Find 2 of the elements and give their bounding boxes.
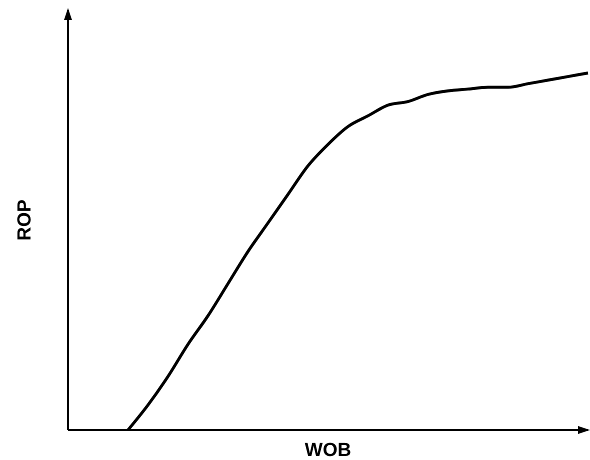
x-axis-title: WOB	[304, 440, 352, 460]
y-axis-title: ROP	[14, 199, 36, 241]
